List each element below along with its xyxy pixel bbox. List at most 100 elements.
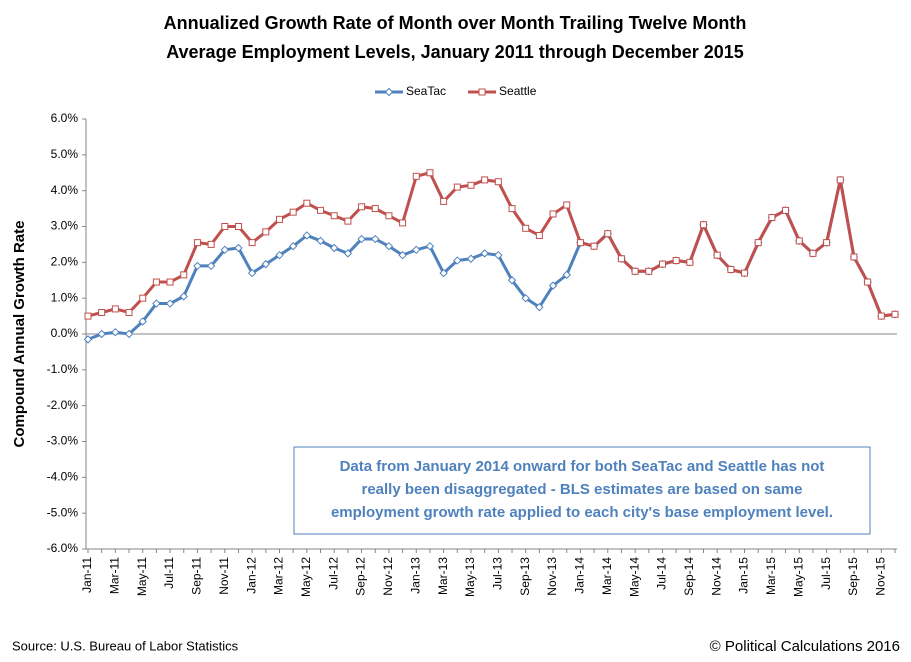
point <box>426 169 434 177</box>
x-tick-label: Mar-15 <box>764 557 778 595</box>
point <box>358 203 366 211</box>
point <box>248 239 256 247</box>
point <box>221 223 229 230</box>
legend-label: SeaTac <box>406 84 446 98</box>
x-tick-label: Nov-13 <box>545 557 559 596</box>
point <box>412 172 420 180</box>
point <box>782 206 790 214</box>
point <box>563 201 571 209</box>
point <box>302 231 312 240</box>
x-tick-label: Jan-14 <box>573 557 587 594</box>
x-tick-label: Jul-15 <box>819 557 833 590</box>
x-tick-label: May-13 <box>463 557 477 597</box>
point <box>713 251 721 259</box>
x-tick-label: Jan-13 <box>408 557 422 594</box>
x-tick-label: Sep-11 <box>190 557 204 595</box>
point <box>494 250 503 260</box>
point <box>836 176 844 184</box>
point <box>125 309 133 316</box>
point <box>453 183 461 191</box>
point <box>152 299 161 308</box>
point <box>425 242 435 251</box>
point <box>193 261 202 271</box>
y-tick-label: 3.0% <box>51 219 79 233</box>
point <box>809 249 817 257</box>
x-tick-label: Jul-11 <box>162 557 176 589</box>
x-tick-label: May-15 <box>791 557 805 597</box>
y-tick-label: 2.0% <box>51 255 79 269</box>
point <box>111 305 119 313</box>
x-tick-label: Nov-12 <box>381 557 395 596</box>
point <box>399 219 407 227</box>
point <box>549 210 557 218</box>
x-tick-label: Sep-15 <box>846 557 860 596</box>
annotation-box <box>293 446 871 535</box>
point <box>343 249 353 258</box>
x-tick-label: Sep-14 <box>682 557 696 596</box>
credit: © Political Calculations 2016 <box>710 638 900 655</box>
point <box>180 271 188 279</box>
point <box>220 245 229 254</box>
point <box>480 249 489 258</box>
point <box>275 215 283 223</box>
point <box>850 253 858 261</box>
x-tick-label: Nov-14 <box>709 557 723 596</box>
point <box>795 237 803 245</box>
point <box>741 269 749 277</box>
point <box>590 242 598 250</box>
point <box>111 328 120 337</box>
point <box>658 260 666 268</box>
point <box>754 239 762 247</box>
point <box>877 312 885 320</box>
point <box>289 208 297 216</box>
point <box>371 234 380 244</box>
x-tick-label: Mar-11 <box>108 557 122 594</box>
point <box>481 176 489 184</box>
point <box>83 335 93 344</box>
y-tick-label: 1.0% <box>51 290 79 304</box>
legend-marker <box>478 88 486 96</box>
x-tick-label: May-14 <box>627 557 641 597</box>
legend-label: Seattle <box>499 84 537 98</box>
point <box>247 268 257 278</box>
point <box>494 178 502 186</box>
y-tick-label: -2.0% <box>47 398 79 412</box>
point <box>521 293 530 303</box>
point <box>344 217 352 225</box>
y-axis-label: Compound Annual Growth Rate <box>11 221 28 448</box>
point <box>672 257 680 265</box>
legend-marker <box>384 87 394 97</box>
point <box>84 312 92 320</box>
point <box>193 239 201 247</box>
point <box>453 256 462 265</box>
point <box>357 234 366 244</box>
annotation: Data from January 2014 onward for both S… <box>340 458 825 475</box>
point <box>371 205 379 213</box>
point <box>440 197 448 205</box>
source: Source: U.S. Bureau of Labor Statistics <box>12 638 239 653</box>
y-tick-label: 4.0% <box>51 183 79 197</box>
y-tick-label: 5.0% <box>51 147 79 161</box>
point <box>124 329 134 339</box>
point <box>139 294 147 302</box>
point <box>152 278 160 286</box>
point <box>466 254 476 263</box>
annotation: employment growth rate applied to each c… <box>331 504 833 521</box>
x-tick-label: Jul-13 <box>491 557 505 590</box>
y-tick-label: -1.0% <box>47 362 79 376</box>
y-tick-label: 0.0% <box>51 326 79 340</box>
point <box>165 299 175 308</box>
point <box>823 239 831 247</box>
point <box>207 240 215 248</box>
point <box>275 250 284 260</box>
point <box>384 242 394 251</box>
x-tick-label: Jul-12 <box>326 557 340 590</box>
point <box>604 230 612 238</box>
point <box>330 212 338 220</box>
point <box>179 292 188 301</box>
point <box>317 206 325 214</box>
point <box>288 242 298 251</box>
x-tick-label: May-11 <box>135 557 149 596</box>
x-tick-label: May-12 <box>299 557 313 597</box>
point <box>522 224 530 232</box>
